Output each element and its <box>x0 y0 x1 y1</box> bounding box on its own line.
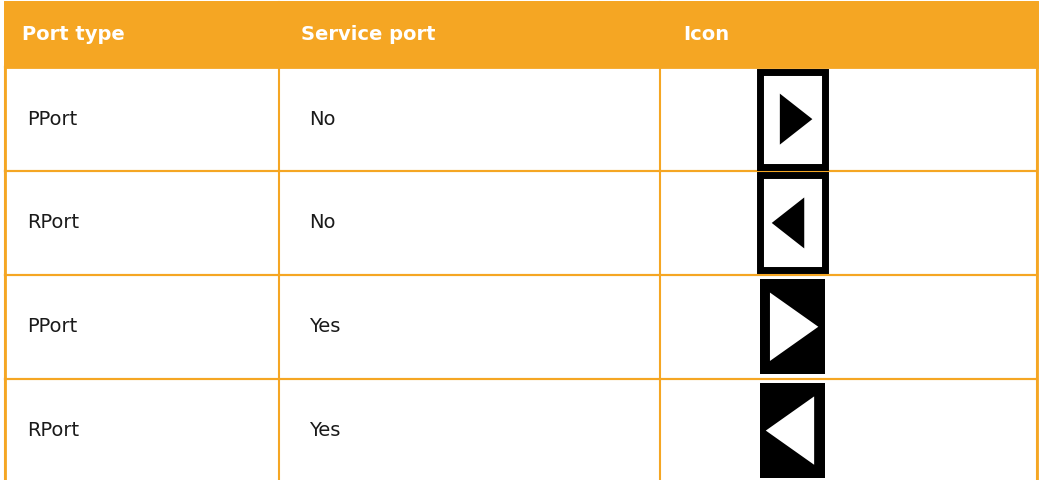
Text: Port type: Port type <box>22 25 124 44</box>
FancyBboxPatch shape <box>760 72 824 167</box>
Text: No: No <box>309 109 336 129</box>
Text: PPort: PPort <box>27 109 77 129</box>
Polygon shape <box>779 94 813 144</box>
Text: No: No <box>309 214 336 232</box>
FancyBboxPatch shape <box>5 171 1037 275</box>
FancyBboxPatch shape <box>5 2 1037 67</box>
Text: RPort: RPort <box>27 421 79 440</box>
Text: Yes: Yes <box>309 421 341 440</box>
Polygon shape <box>766 396 814 465</box>
FancyBboxPatch shape <box>5 379 1037 480</box>
Text: RPort: RPort <box>27 214 79 232</box>
Polygon shape <box>770 292 818 361</box>
FancyBboxPatch shape <box>5 67 1037 171</box>
Polygon shape <box>772 197 804 249</box>
Text: Yes: Yes <box>309 317 341 336</box>
FancyBboxPatch shape <box>760 175 824 270</box>
Text: Service port: Service port <box>301 25 436 44</box>
Text: Icon: Icon <box>683 25 729 44</box>
FancyBboxPatch shape <box>5 275 1037 379</box>
Text: PPort: PPort <box>27 317 77 336</box>
FancyBboxPatch shape <box>760 279 824 374</box>
FancyBboxPatch shape <box>760 383 824 478</box>
